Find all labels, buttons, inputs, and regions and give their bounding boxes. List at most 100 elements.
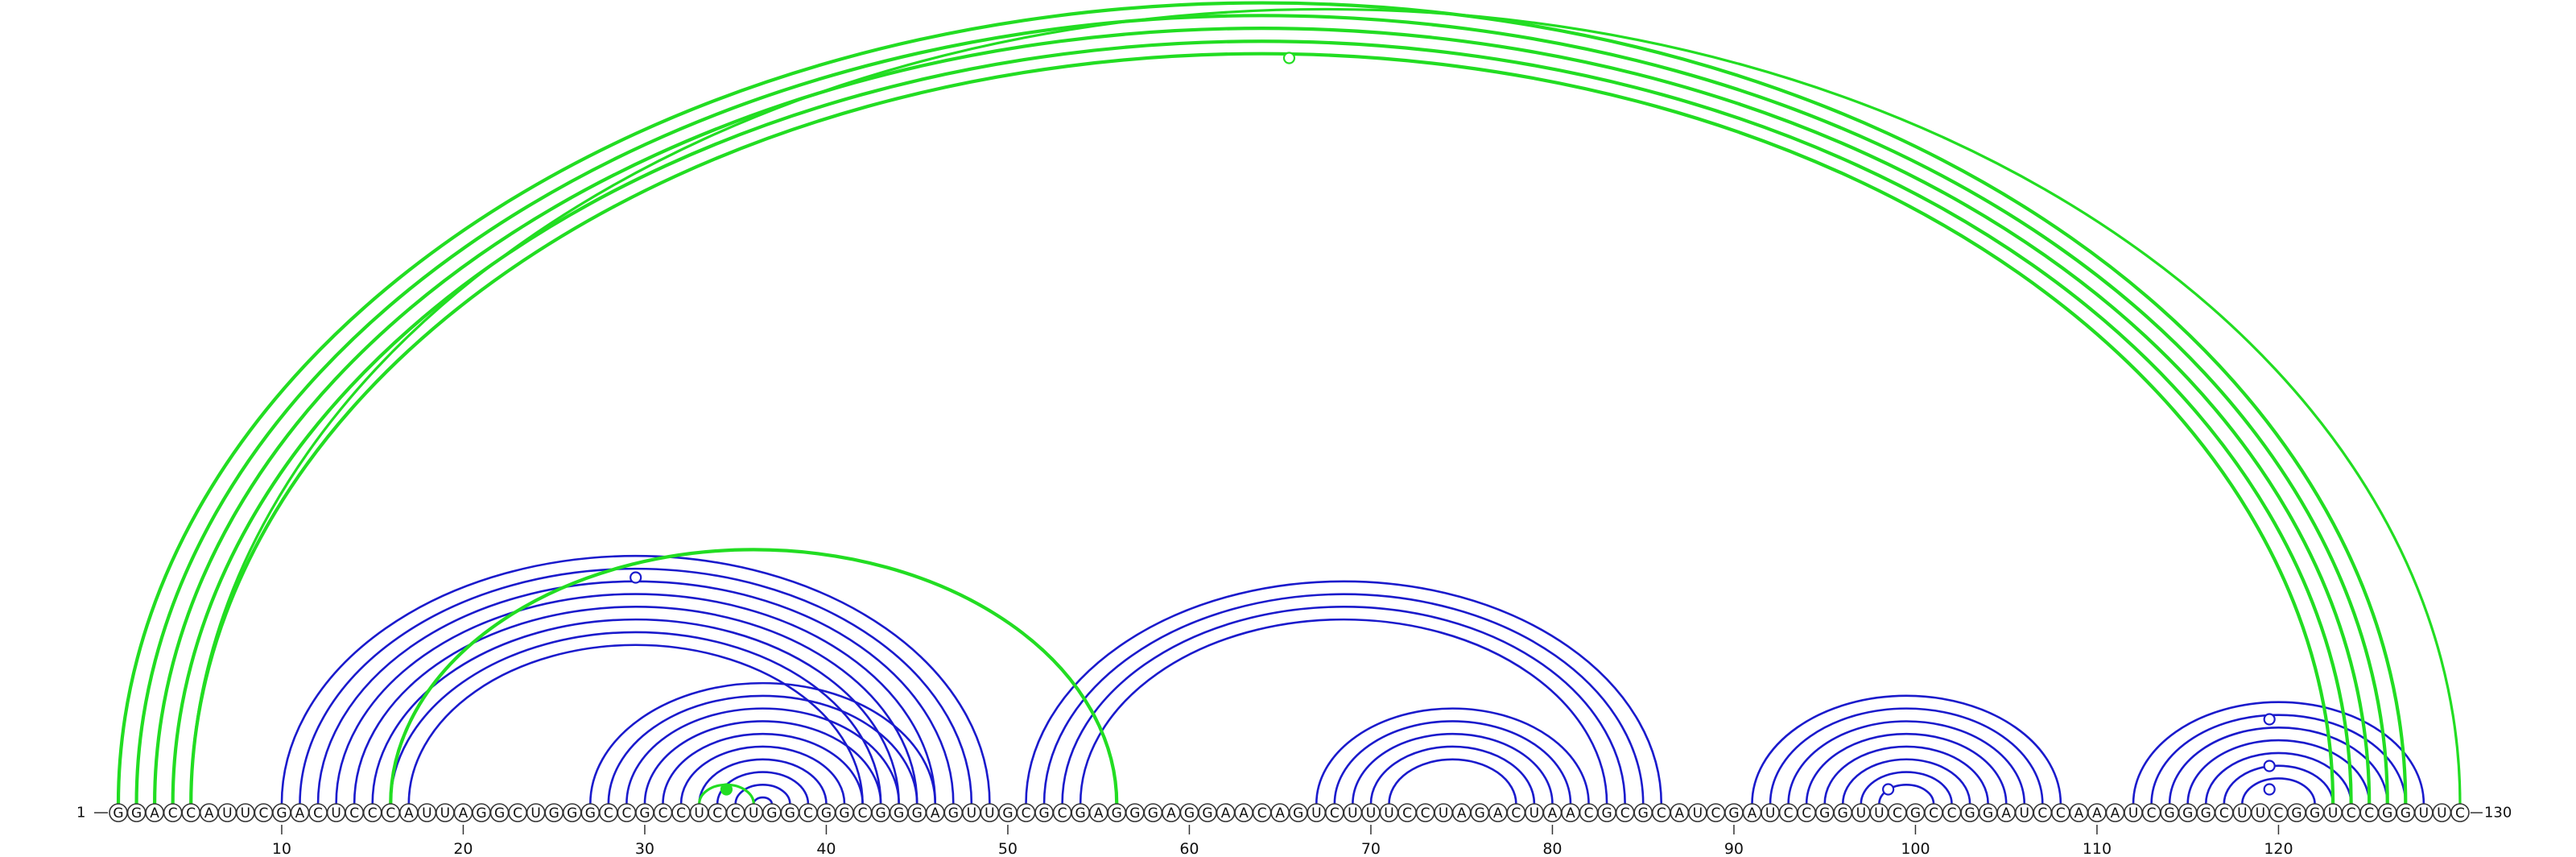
- nucleotide-letter: C: [2455, 805, 2465, 822]
- nucleotide-letter: G: [1038, 805, 1049, 822]
- helix-arc-blue: [1388, 758, 1517, 805]
- position-ticks: 10 20 30 40 50 60 70 80 90 100 110 120: [272, 825, 2293, 857]
- nucleotide-letter: G: [894, 805, 904, 822]
- nucleotide-letter: G: [549, 805, 559, 822]
- helix-arc-blue: [589, 681, 937, 805]
- nucleotide-letter: U: [1856, 805, 1866, 822]
- nucleotide-letter: G: [1184, 805, 1195, 822]
- nucleotide-letter: A: [150, 805, 159, 822]
- helix-arc-blue: [299, 567, 973, 805]
- nucleotide-letter: G: [131, 805, 142, 822]
- nucleotide-letter: A: [404, 805, 414, 822]
- nucleotide-letter: C: [2274, 805, 2284, 822]
- nucleotide-letter: C: [2364, 805, 2374, 822]
- nucleotide-letter: C: [186, 805, 196, 822]
- nucleotide-circle: [2450, 803, 2470, 822]
- nucleotide-letter: C: [1421, 805, 1430, 822]
- helix-arc-blue: [1352, 732, 1554, 805]
- nucleotide-letter: A: [1493, 805, 1503, 822]
- helix-arc-blue: [1315, 707, 1590, 805]
- nucleotide-letter: U: [2128, 805, 2138, 822]
- nucleotide-letter: A: [459, 805, 469, 822]
- nucleotide-letter: G: [476, 805, 486, 822]
- helix-arc-blue: [734, 784, 791, 805]
- nucleotide-letter: G: [2182, 805, 2193, 822]
- helix-arc-blue: [353, 606, 919, 805]
- nucleotide-letter: C: [313, 805, 323, 822]
- arc-marker: [1282, 52, 1296, 64]
- nucleotide-letter: C: [2347, 805, 2356, 822]
- nucleotide-letter: C: [368, 805, 378, 822]
- nucleotide-letter: C: [621, 805, 631, 822]
- arc-marker: [2263, 760, 2276, 772]
- nucleotide-letter: G: [1602, 805, 1612, 822]
- nucleotide-letter: U: [1384, 805, 1393, 822]
- helix-arc-blue: [280, 554, 991, 805]
- tick-label: 110: [2083, 840, 2112, 857]
- nucleotide-letter: C: [2147, 805, 2157, 822]
- nucleotide-letter: G: [1983, 805, 1993, 822]
- tick-label: 30: [635, 840, 654, 857]
- helix-arc-blue: [1823, 745, 1989, 805]
- nucleotide-letter: C: [1784, 805, 1794, 822]
- helix-arc-blue: [643, 720, 882, 805]
- nucleotide-letter: U: [2328, 805, 2338, 822]
- nucleotide-letter: U: [331, 805, 341, 822]
- nucleotide-letter: G: [2310, 805, 2320, 822]
- arc-marker: [720, 783, 733, 796]
- pseudoknot-arc-green: [171, 39, 2353, 805]
- nucleotide-letter: U: [1348, 805, 1357, 822]
- nucleotide-letter: U: [241, 805, 250, 822]
- nucleotide-letter: A: [1457, 805, 1467, 822]
- nucleotide-letter: G: [1002, 805, 1013, 822]
- helix-arc-blue: [679, 745, 846, 805]
- nucleotide-letter: U: [1874, 805, 1884, 822]
- nucleotide-letter: C: [1620, 805, 1630, 822]
- tick-label: 70: [1361, 840, 1381, 857]
- nucleotide-letter: G: [1910, 805, 1921, 822]
- nucleotide-letter: C: [513, 805, 522, 822]
- nucleotide-letter: G: [1148, 805, 1158, 822]
- tick-label: 100: [1901, 840, 1930, 857]
- nucleotide-letter: C: [1929, 805, 1938, 822]
- pseudoknot-arc-green: [191, 9, 2460, 804]
- nucleotide-letter: C: [258, 805, 268, 822]
- nucleotide-letter: G: [1965, 805, 1975, 822]
- nucleotide-letter: G: [2201, 805, 2211, 822]
- nucleotide-letter: U: [2020, 805, 2029, 822]
- nucleotide-letter: C: [1022, 805, 1031, 822]
- nucleotide-letter: G: [912, 805, 923, 822]
- nucleotide-letter: C: [731, 805, 741, 822]
- nucleotide-letter: U: [749, 805, 758, 822]
- sequence-end-label: 130: [2484, 805, 2512, 822]
- nucleotide-letter: U: [422, 805, 431, 822]
- pseudoknot-arc-green: [134, 14, 2389, 805]
- nucleotide-letter: U: [2419, 805, 2429, 822]
- nucleotide-letter: A: [1548, 805, 1558, 822]
- nucleotide-letter: U: [1530, 805, 1539, 822]
- tick-label: 80: [1542, 840, 1562, 857]
- nucleotide-letter: C: [1584, 805, 1594, 822]
- arc-marker: [2263, 713, 2276, 726]
- nucleotide-letter: C: [658, 805, 668, 822]
- nucleotide-letter: G: [948, 805, 959, 822]
- nucleotide-letter: A: [1094, 805, 1104, 822]
- nucleotide-letter: C: [1402, 805, 1412, 822]
- nucleotide-letter: U: [440, 805, 450, 822]
- helix-arc-blue: [1841, 758, 1971, 805]
- helix-arc-blue: [2186, 739, 2371, 805]
- helix-arc-blue: [1042, 593, 1645, 805]
- helix-arc-blue: [2204, 751, 2352, 805]
- nucleotide-letter: C: [803, 805, 813, 822]
- helix-arc-blue: [2168, 726, 2389, 805]
- nucleotide-letter: C: [676, 805, 686, 822]
- nucleotide-letter: G: [1638, 805, 1649, 822]
- nucleotide-letter: G: [567, 805, 577, 822]
- nucleotide-letter: U: [967, 805, 976, 822]
- helix-arc-blue: [371, 618, 900, 805]
- helix-arc-blue: [1769, 707, 2044, 805]
- nucleotide-letter: G: [585, 805, 596, 822]
- nucleotide-letter: C: [1711, 805, 1720, 822]
- nucleotide-letter: U: [1693, 805, 1703, 822]
